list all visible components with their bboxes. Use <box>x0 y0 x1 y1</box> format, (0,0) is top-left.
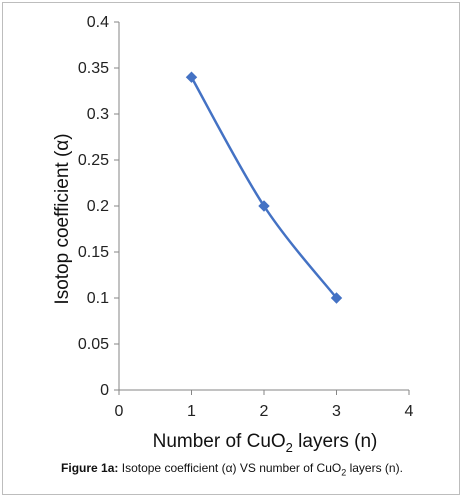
x-tick-labels: 0 1 2 3 4 <box>115 403 414 420</box>
y-tick-label: 0.15 <box>78 244 109 261</box>
x-axis-title: Number of CuO2 layers (n) <box>153 431 378 455</box>
data-point-marker <box>330 292 343 304</box>
data-point-marker <box>258 200 270 212</box>
y-tick-label: 0.25 <box>78 152 109 169</box>
figure-caption: Figure 1a: Isotope coefficient (α) VS nu… <box>0 461 464 477</box>
y-tick-labels: 0 0.05 0.1 0.15 0.2 0.25 0.3 0.35 0.4 <box>78 14 109 399</box>
y-tick-label: 0.1 <box>87 290 109 307</box>
y-tick-label: 0.2 <box>87 198 109 215</box>
caption-label: Figure 1a: <box>61 461 119 475</box>
series-group <box>185 71 343 304</box>
y-tick-label: 0.4 <box>87 14 109 31</box>
data-point-marker <box>185 71 198 83</box>
x-axis-title-prefix: Number of CuO <box>153 431 286 452</box>
chart-svg: 0 0.05 0.1 0.15 0.2 0.25 0.3 0.35 0.4 0 1 2 3 4 Isot… <box>52 14 414 455</box>
y-tick-label: 0.05 <box>78 336 109 353</box>
caption-subscript: 2 <box>341 467 347 478</box>
x-tick-label: 1 <box>187 403 196 420</box>
x-axis-title-subscript: 2 <box>286 440 293 455</box>
y-axis-title: Isotop coefficient (α) <box>52 133 73 304</box>
figure-frame <box>2 2 460 495</box>
y-tick-label: 0.3 <box>87 106 109 123</box>
caption-text: Isotope coefficient (α) VS number of CuO <box>118 461 342 475</box>
y-tick-label: 0.35 <box>78 60 109 77</box>
y-tick-label: 0 <box>100 382 109 399</box>
x-tick-label: 4 <box>405 403 414 420</box>
chart-axes <box>114 21 410 395</box>
caption-text-end: layers (n). <box>346 461 403 475</box>
x-tick-label: 0 <box>115 403 124 420</box>
x-tick-label: 2 <box>260 403 269 420</box>
series-line <box>190 76 338 299</box>
x-tick-label: 3 <box>332 403 341 420</box>
x-axis-title-suffix: layers (n) <box>293 431 377 452</box>
